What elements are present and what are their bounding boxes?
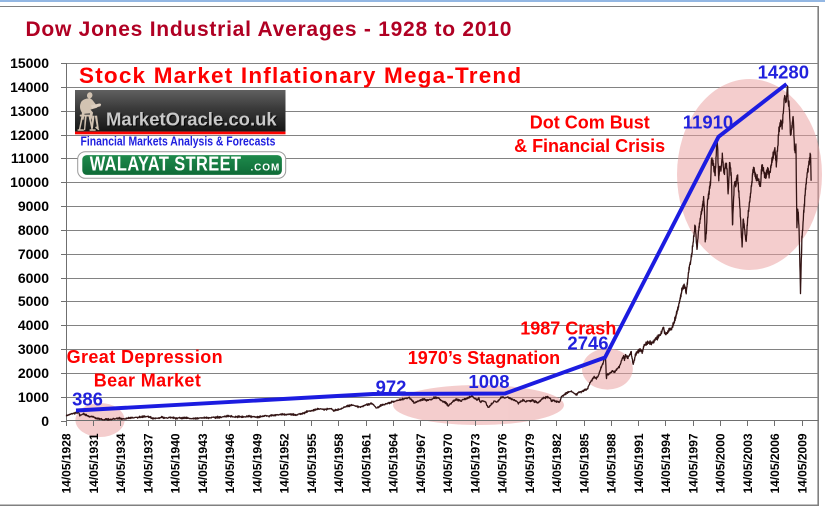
- svg-text:14/05/1976: 14/05/1976: [496, 433, 510, 493]
- svg-text:11910: 11910: [683, 111, 733, 132]
- svg-text:1000: 1000: [18, 389, 49, 405]
- svg-text:386: 386: [72, 388, 103, 409]
- svg-text:4000: 4000: [18, 317, 49, 333]
- svg-text:14/05/1946: 14/05/1946: [223, 433, 237, 493]
- svg-text:1987 Crash: 1987 Crash: [520, 319, 616, 339]
- svg-text:14/05/1940: 14/05/1940: [169, 433, 183, 493]
- svg-text:14/05/1991: 14/05/1991: [632, 433, 646, 493]
- svg-text:14/05/1952: 14/05/1952: [278, 433, 292, 493]
- svg-text:14/05/1955: 14/05/1955: [305, 433, 319, 493]
- svg-text:1008: 1008: [468, 371, 509, 392]
- svg-text:2746: 2746: [567, 333, 608, 354]
- svg-text:14000: 14000: [10, 79, 49, 95]
- svg-text:14/05/1982: 14/05/1982: [550, 433, 564, 493]
- svg-text:14/05/2003: 14/05/2003: [741, 433, 755, 493]
- svg-text:14/05/1937: 14/05/1937: [141, 433, 155, 493]
- svg-text:1970’s Stagnation: 1970’s Stagnation: [408, 348, 560, 368]
- svg-text:13000: 13000: [10, 103, 49, 119]
- svg-text:5000: 5000: [18, 293, 49, 309]
- svg-text:14/05/1973: 14/05/1973: [468, 433, 482, 493]
- svg-text:Bear Market: Bear Market: [94, 370, 201, 390]
- svg-text:14/05/1928: 14/05/1928: [60, 433, 74, 493]
- svg-text:14/05/1943: 14/05/1943: [196, 433, 210, 493]
- svg-text:9000: 9000: [18, 198, 49, 214]
- svg-text:14/05/1964: 14/05/1964: [387, 433, 401, 493]
- svg-text:14/05/1970: 14/05/1970: [441, 433, 455, 493]
- svg-text:14/05/1985: 14/05/1985: [577, 433, 591, 493]
- svg-text:14280: 14280: [758, 62, 809, 83]
- svg-text:14/05/1967: 14/05/1967: [414, 433, 428, 493]
- svg-text:Dot Com Bust: Dot Com Bust: [530, 112, 650, 132]
- svg-text:Great Depression: Great Depression: [67, 347, 223, 367]
- svg-text:14/05/1988: 14/05/1988: [605, 433, 619, 493]
- svg-text:Financial Markets Analysis & F: Financial Markets Analysis & Forecasts: [81, 134, 276, 148]
- svg-text:14/05/1979: 14/05/1979: [523, 433, 537, 493]
- svg-text:14/05/2006: 14/05/2006: [768, 433, 782, 493]
- svg-text:MarketOracle.co.uk: MarketOracle.co.uk: [106, 109, 277, 130]
- svg-text:10000: 10000: [10, 174, 49, 190]
- svg-text:15000: 15000: [10, 55, 49, 71]
- svg-text:12000: 12000: [10, 127, 49, 143]
- svg-text:& Financial Crisis: & Financial Crisis: [514, 136, 665, 156]
- svg-text:6000: 6000: [18, 270, 49, 286]
- svg-text:14/05/1934: 14/05/1934: [114, 433, 128, 493]
- svg-text:Stock Market Inflationary Mega: Stock Market Inflationary Mega-Trend: [79, 63, 522, 88]
- svg-text:972: 972: [376, 376, 407, 397]
- svg-text:14/05/1961: 14/05/1961: [359, 433, 373, 493]
- svg-text:MarketOracle.co.uk: MarketOracle.co.uk: [107, 110, 278, 131]
- svg-text:2000: 2000: [18, 365, 49, 381]
- svg-text:.COM: .COM: [251, 162, 281, 173]
- svg-text:14/05/2000: 14/05/2000: [714, 433, 728, 493]
- svg-text:14/05/1958: 14/05/1958: [332, 433, 346, 493]
- svg-text:WALAYAT STREET: WALAYAT STREET: [90, 152, 242, 175]
- svg-text:14/05/1931: 14/05/1931: [87, 433, 101, 493]
- svg-text:14/05/1997: 14/05/1997: [686, 433, 700, 493]
- svg-text:8000: 8000: [18, 222, 49, 238]
- svg-text:14/05/1949: 14/05/1949: [250, 433, 264, 493]
- svg-text:0: 0: [41, 413, 49, 429]
- svg-text:7000: 7000: [18, 246, 49, 262]
- svg-text:11000: 11000: [11, 150, 49, 166]
- svg-text:Dow Jones Industrial Averages: Dow Jones Industrial Averages - 1928 to …: [26, 18, 513, 41]
- svg-text:3000: 3000: [18, 341, 49, 357]
- svg-text:14/05/1994: 14/05/1994: [659, 433, 673, 493]
- svg-text:14/05/2009: 14/05/2009: [795, 433, 809, 493]
